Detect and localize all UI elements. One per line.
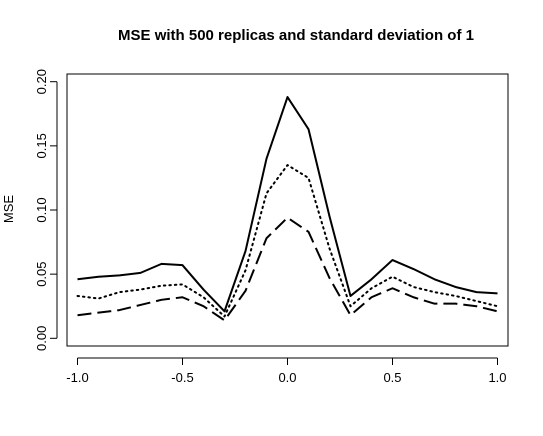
y-axis: 0.00 0.05 0.10 0.15 0.20 [34, 69, 58, 351]
plot-frame [66, 73, 509, 347]
y-tick-label: 0.00 [34, 326, 49, 351]
chart-title: MSE with 500 replicas and standard devia… [118, 27, 474, 44]
x-tick-label: 1.0 [488, 370, 506, 385]
plot-border [66, 73, 509, 347]
y-axis-label: MSE [1, 195, 16, 224]
series-line-dashed [77, 216, 498, 322]
series-line-solid [77, 96, 498, 313]
x-axis: -1.0 -0.5 0.0 0.5 1.0 [66, 357, 507, 385]
series-line-dotted [76, 164, 499, 318]
series-lines [76, 96, 499, 322]
y-tick-label: 0.05 [34, 261, 49, 286]
x-tick-label: 0.5 [383, 370, 401, 385]
x-tick-label: -0.5 [171, 370, 193, 385]
y-tick-label: 0.20 [34, 69, 49, 94]
x-tick-label: -1.0 [66, 370, 88, 385]
y-tick-label: 0.10 [34, 197, 49, 222]
x-tick-label: 0.0 [278, 370, 296, 385]
y-tick-label: 0.15 [34, 133, 49, 158]
